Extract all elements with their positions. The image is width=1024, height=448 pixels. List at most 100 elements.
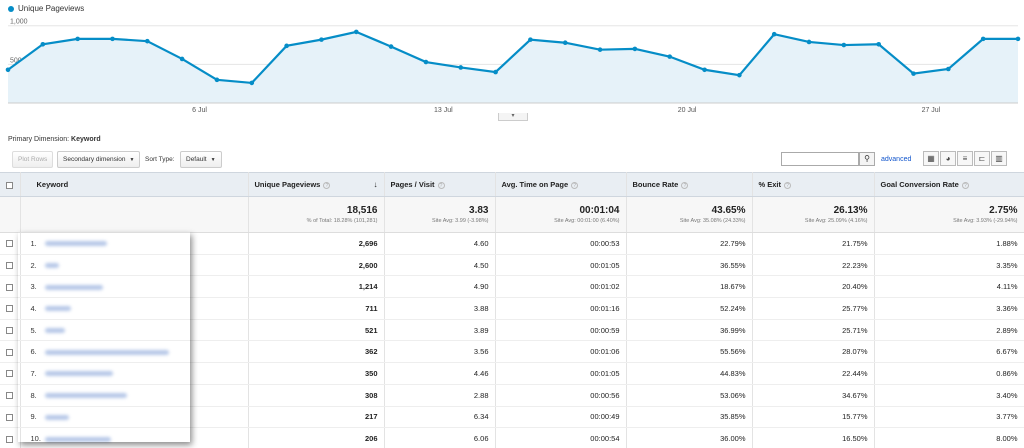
help-icon[interactable]: ? xyxy=(571,182,579,189)
data-point[interactable] xyxy=(284,43,289,49)
data-point[interactable] xyxy=(319,37,324,42)
keyword-cell[interactable]: 3. xyxy=(20,275,249,299)
table-row[interactable]: 5. 521 3.89 00:00:59 36.99% 25.71% 2.89% xyxy=(0,319,1024,342)
keyword-cell[interactable]: 7. xyxy=(20,362,249,385)
table-row[interactable]: 7. 350 4.46 00:01:05 44.83% 22.44% 0.86% xyxy=(0,362,1024,385)
row-checkbox[interactable] xyxy=(6,392,14,400)
plot-rows-button[interactable]: Plot Rows xyxy=(12,151,54,168)
data-point[interactable] xyxy=(806,39,812,45)
data-point[interactable] xyxy=(353,29,359,35)
row-checkbox-cell[interactable] xyxy=(0,275,21,299)
data-point[interactable] xyxy=(911,71,916,76)
data-point[interactable] xyxy=(702,67,707,73)
data-view-button[interactable]: ▦ xyxy=(923,151,939,166)
data-point[interactable] xyxy=(179,56,185,62)
row-checkbox[interactable] xyxy=(6,327,14,335)
row-checkbox-cell[interactable] xyxy=(0,340,21,364)
data-point[interactable] xyxy=(5,67,11,73)
table-row[interactable]: 4. 711 3.88 00:01:16 52.24% 25.77% 3.36% xyxy=(0,297,1024,320)
select-all-header[interactable] xyxy=(0,172,21,197)
col-header-keyword[interactable]: Keyword xyxy=(20,172,249,197)
row-checkbox-cell[interactable] xyxy=(0,362,21,385)
data-point[interactable] xyxy=(771,31,777,37)
data-point[interactable] xyxy=(145,38,150,44)
row-checkbox-cell[interactable] xyxy=(0,319,21,342)
row-checkbox[interactable] xyxy=(6,283,14,291)
data-point[interactable] xyxy=(249,80,255,86)
row-checkbox[interactable] xyxy=(6,370,14,378)
row-checkbox[interactable] xyxy=(6,348,14,356)
row-checkbox[interactable] xyxy=(6,435,14,443)
data-point[interactable] xyxy=(75,36,80,42)
keyword-cell[interactable]: 10. xyxy=(20,427,249,448)
advanced-filter-link[interactable]: advanced xyxy=(881,156,912,163)
col-header-pages-visit[interactable]: Pages / Visit? xyxy=(384,172,496,197)
redacted-keyword[interactable] xyxy=(44,414,69,420)
redacted-keyword[interactable] xyxy=(44,371,113,377)
data-point[interactable] xyxy=(632,46,638,52)
data-point[interactable] xyxy=(737,72,742,78)
sort-type-dropdown[interactable]: Default ▼ xyxy=(180,151,222,168)
data-point[interactable] xyxy=(562,40,568,46)
select-all-checkbox[interactable] xyxy=(6,181,14,189)
data-point[interactable] xyxy=(667,54,673,59)
redacted-keyword[interactable] xyxy=(44,349,169,355)
data-point[interactable] xyxy=(110,36,115,42)
row-checkbox-cell[interactable] xyxy=(0,427,21,448)
data-point[interactable] xyxy=(493,69,498,75)
help-icon[interactable]: ? xyxy=(961,182,969,189)
pivot-view-button[interactable]: ▥ xyxy=(991,151,1007,166)
redacted-keyword[interactable] xyxy=(44,241,107,247)
secondary-dimension-dropdown[interactable]: Secondary dimension ▼ xyxy=(57,151,141,168)
row-checkbox[interactable] xyxy=(6,413,14,421)
table-row[interactable]: 2. 2,600 4.50 00:01:05 36.55% 22.23% 3.35% xyxy=(0,254,1024,277)
data-point[interactable] xyxy=(214,77,220,83)
help-icon[interactable]: ? xyxy=(437,182,445,189)
data-point[interactable] xyxy=(40,41,46,47)
row-checkbox-cell[interactable] xyxy=(0,297,21,320)
col-header-unique-pageviews[interactable]: Unique Pageviews? ↓ xyxy=(248,172,385,197)
row-checkbox[interactable] xyxy=(6,305,14,313)
data-point[interactable] xyxy=(597,47,603,52)
redacted-keyword[interactable] xyxy=(44,284,103,290)
row-checkbox-cell[interactable] xyxy=(0,254,21,277)
help-icon[interactable]: ? xyxy=(681,182,689,189)
redacted-keyword[interactable] xyxy=(44,436,111,442)
comparison-view-button[interactable]: ⊏ xyxy=(974,151,990,166)
data-point[interactable] xyxy=(1015,36,1021,42)
data-point[interactable] xyxy=(388,44,394,49)
table-row[interactable]: 10. 206 6.06 00:00:54 36.00% 16.50% 8.00% xyxy=(0,427,1024,448)
data-point[interactable] xyxy=(876,41,881,47)
col-header-exit[interactable]: % Exit? xyxy=(752,172,875,197)
redacted-keyword[interactable] xyxy=(44,263,59,269)
redacted-keyword[interactable] xyxy=(44,328,65,334)
col-header-goal-conversion[interactable]: Goal Conversion Rate? xyxy=(874,172,1024,197)
keyword-cell[interactable]: 5. xyxy=(20,319,249,342)
table-search-input[interactable] xyxy=(781,152,859,166)
data-point[interactable] xyxy=(528,37,533,42)
keyword-cell[interactable]: 1. xyxy=(20,232,249,255)
primary-dimension-value[interactable]: Keyword xyxy=(71,136,101,143)
row-checkbox-cell[interactable] xyxy=(0,406,21,429)
col-header-avg-time[interactable]: Avg. Time on Page? xyxy=(495,172,627,197)
redacted-keyword[interactable] xyxy=(44,393,127,399)
help-icon[interactable]: ? xyxy=(323,182,331,189)
table-row[interactable]: 8. 308 2.88 00:00:56 53.06% 34.67% 3.40% xyxy=(0,384,1024,407)
row-checkbox[interactable] xyxy=(6,262,14,270)
help-icon[interactable]: ? xyxy=(784,182,792,189)
data-point[interactable] xyxy=(423,59,429,65)
table-row[interactable]: 3. 1,214 4.90 00:01:02 18.67% 20.40% 4.11% xyxy=(0,275,1024,299)
keyword-cell[interactable]: 2. xyxy=(20,254,249,277)
search-button[interactable]: ⚲ xyxy=(859,152,875,166)
table-row[interactable]: 6. 362 3.56 00:01:06 55.56% 28.07% 6.67% xyxy=(0,340,1024,364)
row-checkbox-cell[interactable] xyxy=(0,384,21,407)
keyword-cell[interactable]: 4. xyxy=(20,297,249,320)
redacted-keyword[interactable] xyxy=(44,306,71,312)
keyword-cell[interactable]: 8. xyxy=(20,384,249,407)
table-row[interactable]: 1. 2,696 4.60 00:00:53 22.79% 21.75% 1.88% xyxy=(0,232,1024,255)
row-checkbox[interactable] xyxy=(6,240,14,248)
keyword-cell[interactable]: 6. xyxy=(20,340,249,364)
row-checkbox-cell[interactable] xyxy=(0,232,21,255)
data-point[interactable] xyxy=(980,36,986,42)
table-row[interactable]: 9. 217 6.34 00:00:49 35.85% 15.77% 3.77% xyxy=(0,406,1024,429)
